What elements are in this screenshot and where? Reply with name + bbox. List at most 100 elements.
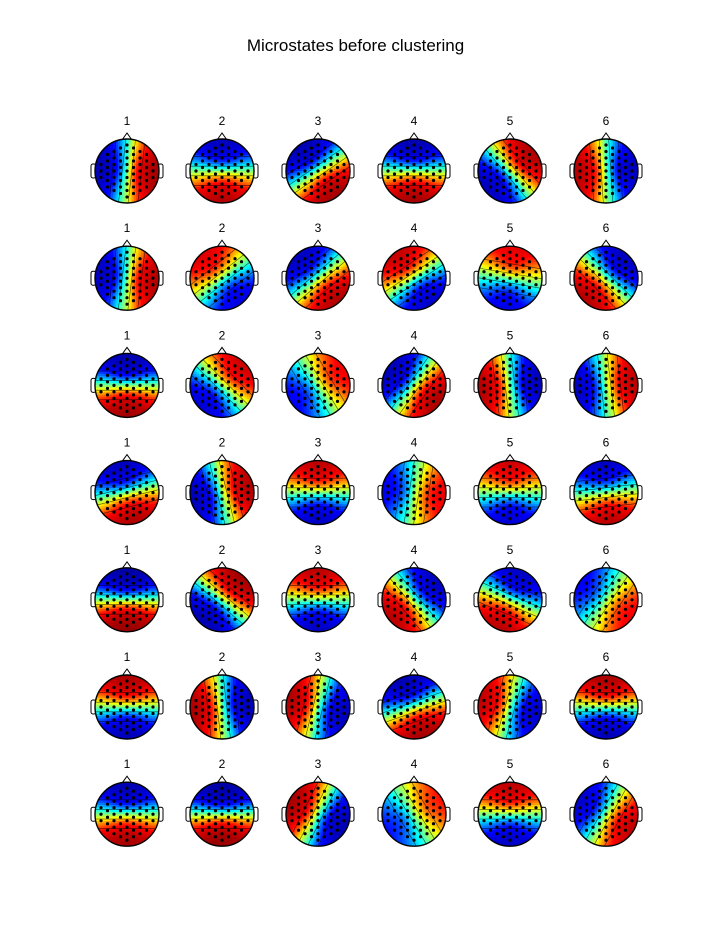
electrode-dot [239, 695, 244, 699]
electrode-dot [508, 578, 512, 582]
electrode-dot [412, 377, 416, 381]
electrode-dot [112, 296, 116, 300]
electrode-dot [597, 299, 602, 303]
contour-line [200, 265, 254, 311]
electrode-dot [495, 403, 499, 407]
electrode-dot [118, 172, 123, 176]
electrode-dot [604, 604, 608, 608]
electrode-dot [418, 159, 423, 163]
electrode-dot [226, 191, 231, 196]
electrode-dot [207, 149, 211, 154]
electrode-dot [239, 386, 244, 390]
electrode-dot [329, 270, 333, 274]
electrode-dot [290, 711, 294, 716]
electrode-dot [392, 614, 397, 618]
electrode-dot [597, 682, 602, 686]
electrode-dot [591, 598, 595, 602]
electrode-dot [335, 399, 340, 403]
electrode-dot [118, 708, 123, 712]
electrode-dot [226, 292, 231, 296]
electrode-dot [207, 156, 211, 160]
electrode-dot [610, 727, 615, 732]
electrode-dot [501, 481, 506, 485]
electrode-dot [501, 266, 506, 270]
electrode-dot [220, 182, 224, 186]
electrode-dot [226, 835, 231, 839]
electrode-dot [309, 286, 314, 290]
electrode-dot [118, 588, 123, 592]
electrode-dot [514, 266, 519, 270]
electrode-dot [604, 679, 608, 683]
electrode-dot [418, 299, 423, 303]
electrode-dot [144, 802, 149, 806]
electrode-dot [418, 507, 423, 511]
electrode-dot [239, 172, 244, 176]
electrode-dot [226, 607, 231, 611]
electrode-dot [495, 491, 499, 495]
electrode-dot [425, 812, 429, 816]
electrode-dot [508, 685, 512, 690]
electrode-dot [412, 705, 416, 709]
electrode-dot [342, 497, 346, 501]
electrode-dot [329, 812, 333, 816]
electrode-dot [335, 809, 340, 813]
electrode-dot [431, 260, 436, 264]
electrode-dot [335, 822, 340, 826]
electrode-dot [418, 474, 423, 478]
electrode-dot [118, 727, 123, 732]
electrode-dot [488, 581, 493, 585]
electrode-dot [125, 572, 129, 576]
electrode-dot [309, 682, 314, 686]
electrode-dot [233, 591, 237, 595]
electrode-dot [521, 724, 525, 729]
electrode-dot [220, 364, 224, 368]
electrode-dot [105, 178, 110, 183]
electrode-dot [617, 156, 621, 160]
electrode-dot [131, 822, 136, 826]
electrode-dot [220, 162, 224, 167]
electrode-dot [617, 598, 621, 602]
electrode-dot [239, 809, 244, 813]
contour-line [395, 356, 441, 418]
electrode-dot [99, 283, 103, 287]
contour-line [574, 261, 624, 311]
electrode-dot [213, 708, 218, 712]
topomap-label: 2 [219, 650, 226, 664]
electrode-dot [194, 806, 198, 810]
electrode-dot [144, 581, 149, 585]
electrode-dot [303, 598, 307, 602]
electrode-dot [412, 195, 416, 199]
electrode-dot [597, 796, 602, 800]
topomap-field [95, 675, 159, 739]
electrode-dot [501, 178, 506, 183]
electrode-dot [514, 714, 519, 719]
electrode-dot [213, 399, 218, 403]
electrode-dot [604, 504, 608, 508]
electrode-dot [591, 832, 595, 836]
electrode-dot [309, 809, 314, 813]
electrode-dot [412, 149, 416, 154]
electrode-dot [591, 799, 595, 803]
contour-line [496, 139, 542, 192]
figure-title: Microstates before clustering [0, 36, 711, 56]
electrode-dot [296, 266, 301, 270]
electrode-dot [623, 607, 628, 611]
electrode-dot [534, 390, 538, 394]
electrode-dot [578, 383, 582, 387]
electrode-dot [316, 806, 320, 810]
electrode-dot [125, 250, 129, 254]
electrode-dot [418, 809, 423, 813]
electrode-dot [290, 806, 294, 810]
electrode-dot [290, 270, 294, 274]
electrode-dot [514, 601, 519, 605]
electrode-dot [213, 292, 218, 296]
electrode-dot [309, 185, 314, 189]
topomap-label: 2 [219, 757, 226, 771]
electrode-dot [508, 257, 512, 261]
electrode-dot [617, 263, 621, 267]
electrode-dot [495, 705, 499, 709]
electrode-dot [412, 819, 416, 823]
electrode-dot [604, 799, 608, 803]
electrode-dot [431, 828, 436, 832]
electrode-dot [226, 159, 231, 163]
